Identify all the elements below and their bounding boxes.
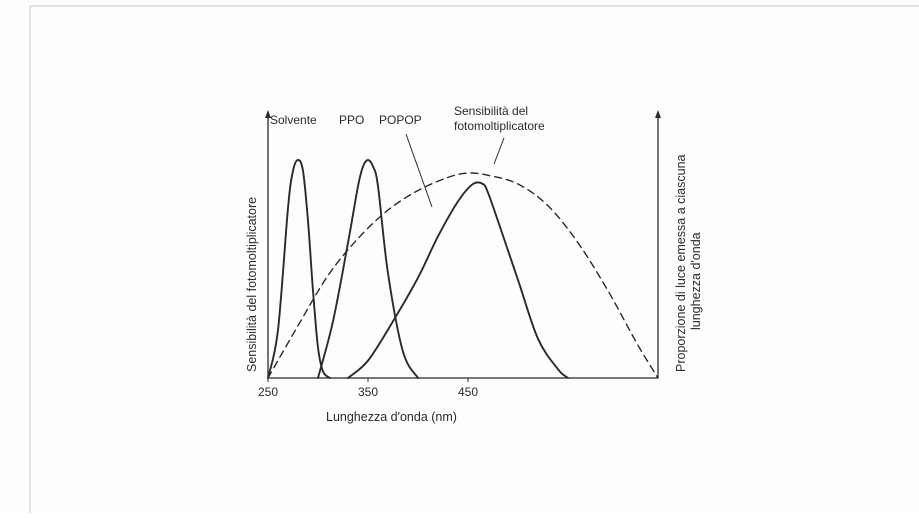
y-axis-left-arrow <box>265 110 271 118</box>
x-tick-label: 450 <box>458 385 478 399</box>
series-label-sensibilita-line2: fotomoltiplicatore <box>454 119 545 133</box>
curves <box>267 159 659 379</box>
x-axis-title: Lunghezza d'onda (nm) <box>326 410 457 424</box>
series-label-sensibilita-line1: Sensibilità del <box>454 104 528 118</box>
x-tick-label: 350 <box>358 385 378 399</box>
curve-solvente <box>267 159 331 379</box>
leader-line-popop <box>405 133 433 208</box>
curve-popop <box>347 181 569 379</box>
x-tick-label: 250 <box>258 385 278 399</box>
y-axis-title-right-line2: lunghezza d'onda <box>689 232 703 330</box>
series-label-ppo: PPO <box>339 113 364 127</box>
axes <box>265 110 661 379</box>
y-axis-title-right-line1: Proporzione di luce emessa a ciascuna <box>674 154 688 372</box>
curve-sensibilita-fotomoltiplicatore <box>267 172 659 379</box>
y-axis-right-arrow <box>655 110 661 118</box>
series-label-popop: POPOP <box>379 113 422 127</box>
leader-line-sensibilita <box>493 137 505 165</box>
series-label-solvente: Solvente <box>270 113 317 127</box>
y-axis-title-left: Sensibilità del fotomoltiplicatore <box>245 197 259 372</box>
x-tick-labels: 250 350 450 <box>258 378 478 399</box>
curve-ppo <box>317 159 419 379</box>
